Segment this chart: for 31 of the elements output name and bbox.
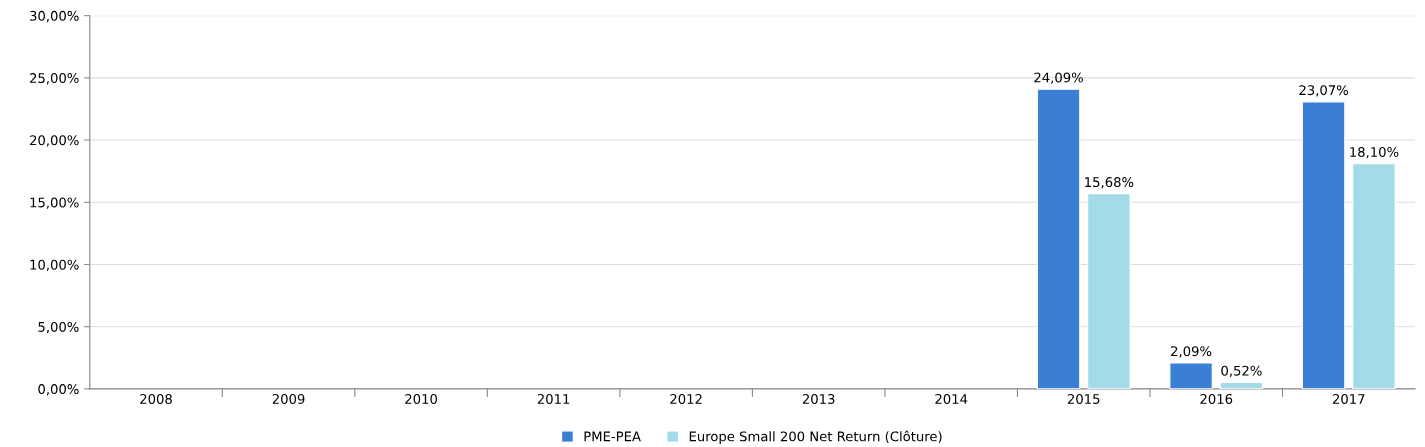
legend-label: PME-PEA bbox=[584, 431, 641, 442]
y-tick-label: 15,00% bbox=[30, 197, 79, 209]
legend-label: Europe Small 200 Net Return (Clôture) bbox=[689, 430, 942, 444]
data-label: 18,10% bbox=[1350, 147, 1399, 159]
y-tick-label: 10,00% bbox=[30, 259, 79, 272]
x-tick-label: 2014 bbox=[935, 393, 968, 404]
data-label: 0,52% bbox=[1221, 365, 1262, 378]
bar bbox=[1087, 193, 1131, 389]
bar bbox=[1301, 101, 1346, 389]
data-label: 15,68% bbox=[1085, 177, 1134, 189]
data-label: 2,09% bbox=[1171, 346, 1212, 358]
y-tick-label: 20,00% bbox=[30, 135, 79, 147]
data-label: 23,07% bbox=[1299, 85, 1349, 97]
bar bbox=[1352, 163, 1396, 389]
bar bbox=[1169, 362, 1213, 389]
x-tick-label: 2009 bbox=[272, 393, 305, 404]
y-tick-label: 25,00% bbox=[30, 73, 79, 85]
data-label: 24,09% bbox=[1034, 72, 1083, 84]
x-tick-label: 2011 bbox=[537, 393, 570, 404]
x-tick-label: 2008 bbox=[140, 393, 172, 404]
x-tick-label: 2015 bbox=[1067, 393, 1100, 404]
x-tick-label: 2013 bbox=[802, 393, 835, 404]
x-tick-label: 2010 bbox=[405, 393, 437, 404]
bar bbox=[1219, 381, 1264, 389]
y-tick-label: 5,00% bbox=[38, 321, 79, 334]
x-tick-label: 2016 bbox=[1200, 393, 1233, 404]
bar bbox=[1036, 88, 1081, 389]
x-tick-label: 2012 bbox=[670, 393, 702, 404]
y-tick-label: 0,00% bbox=[38, 384, 79, 396]
x-tick-label: 2017 bbox=[1332, 393, 1365, 404]
y-tick-label: 30,00% bbox=[30, 10, 79, 23]
